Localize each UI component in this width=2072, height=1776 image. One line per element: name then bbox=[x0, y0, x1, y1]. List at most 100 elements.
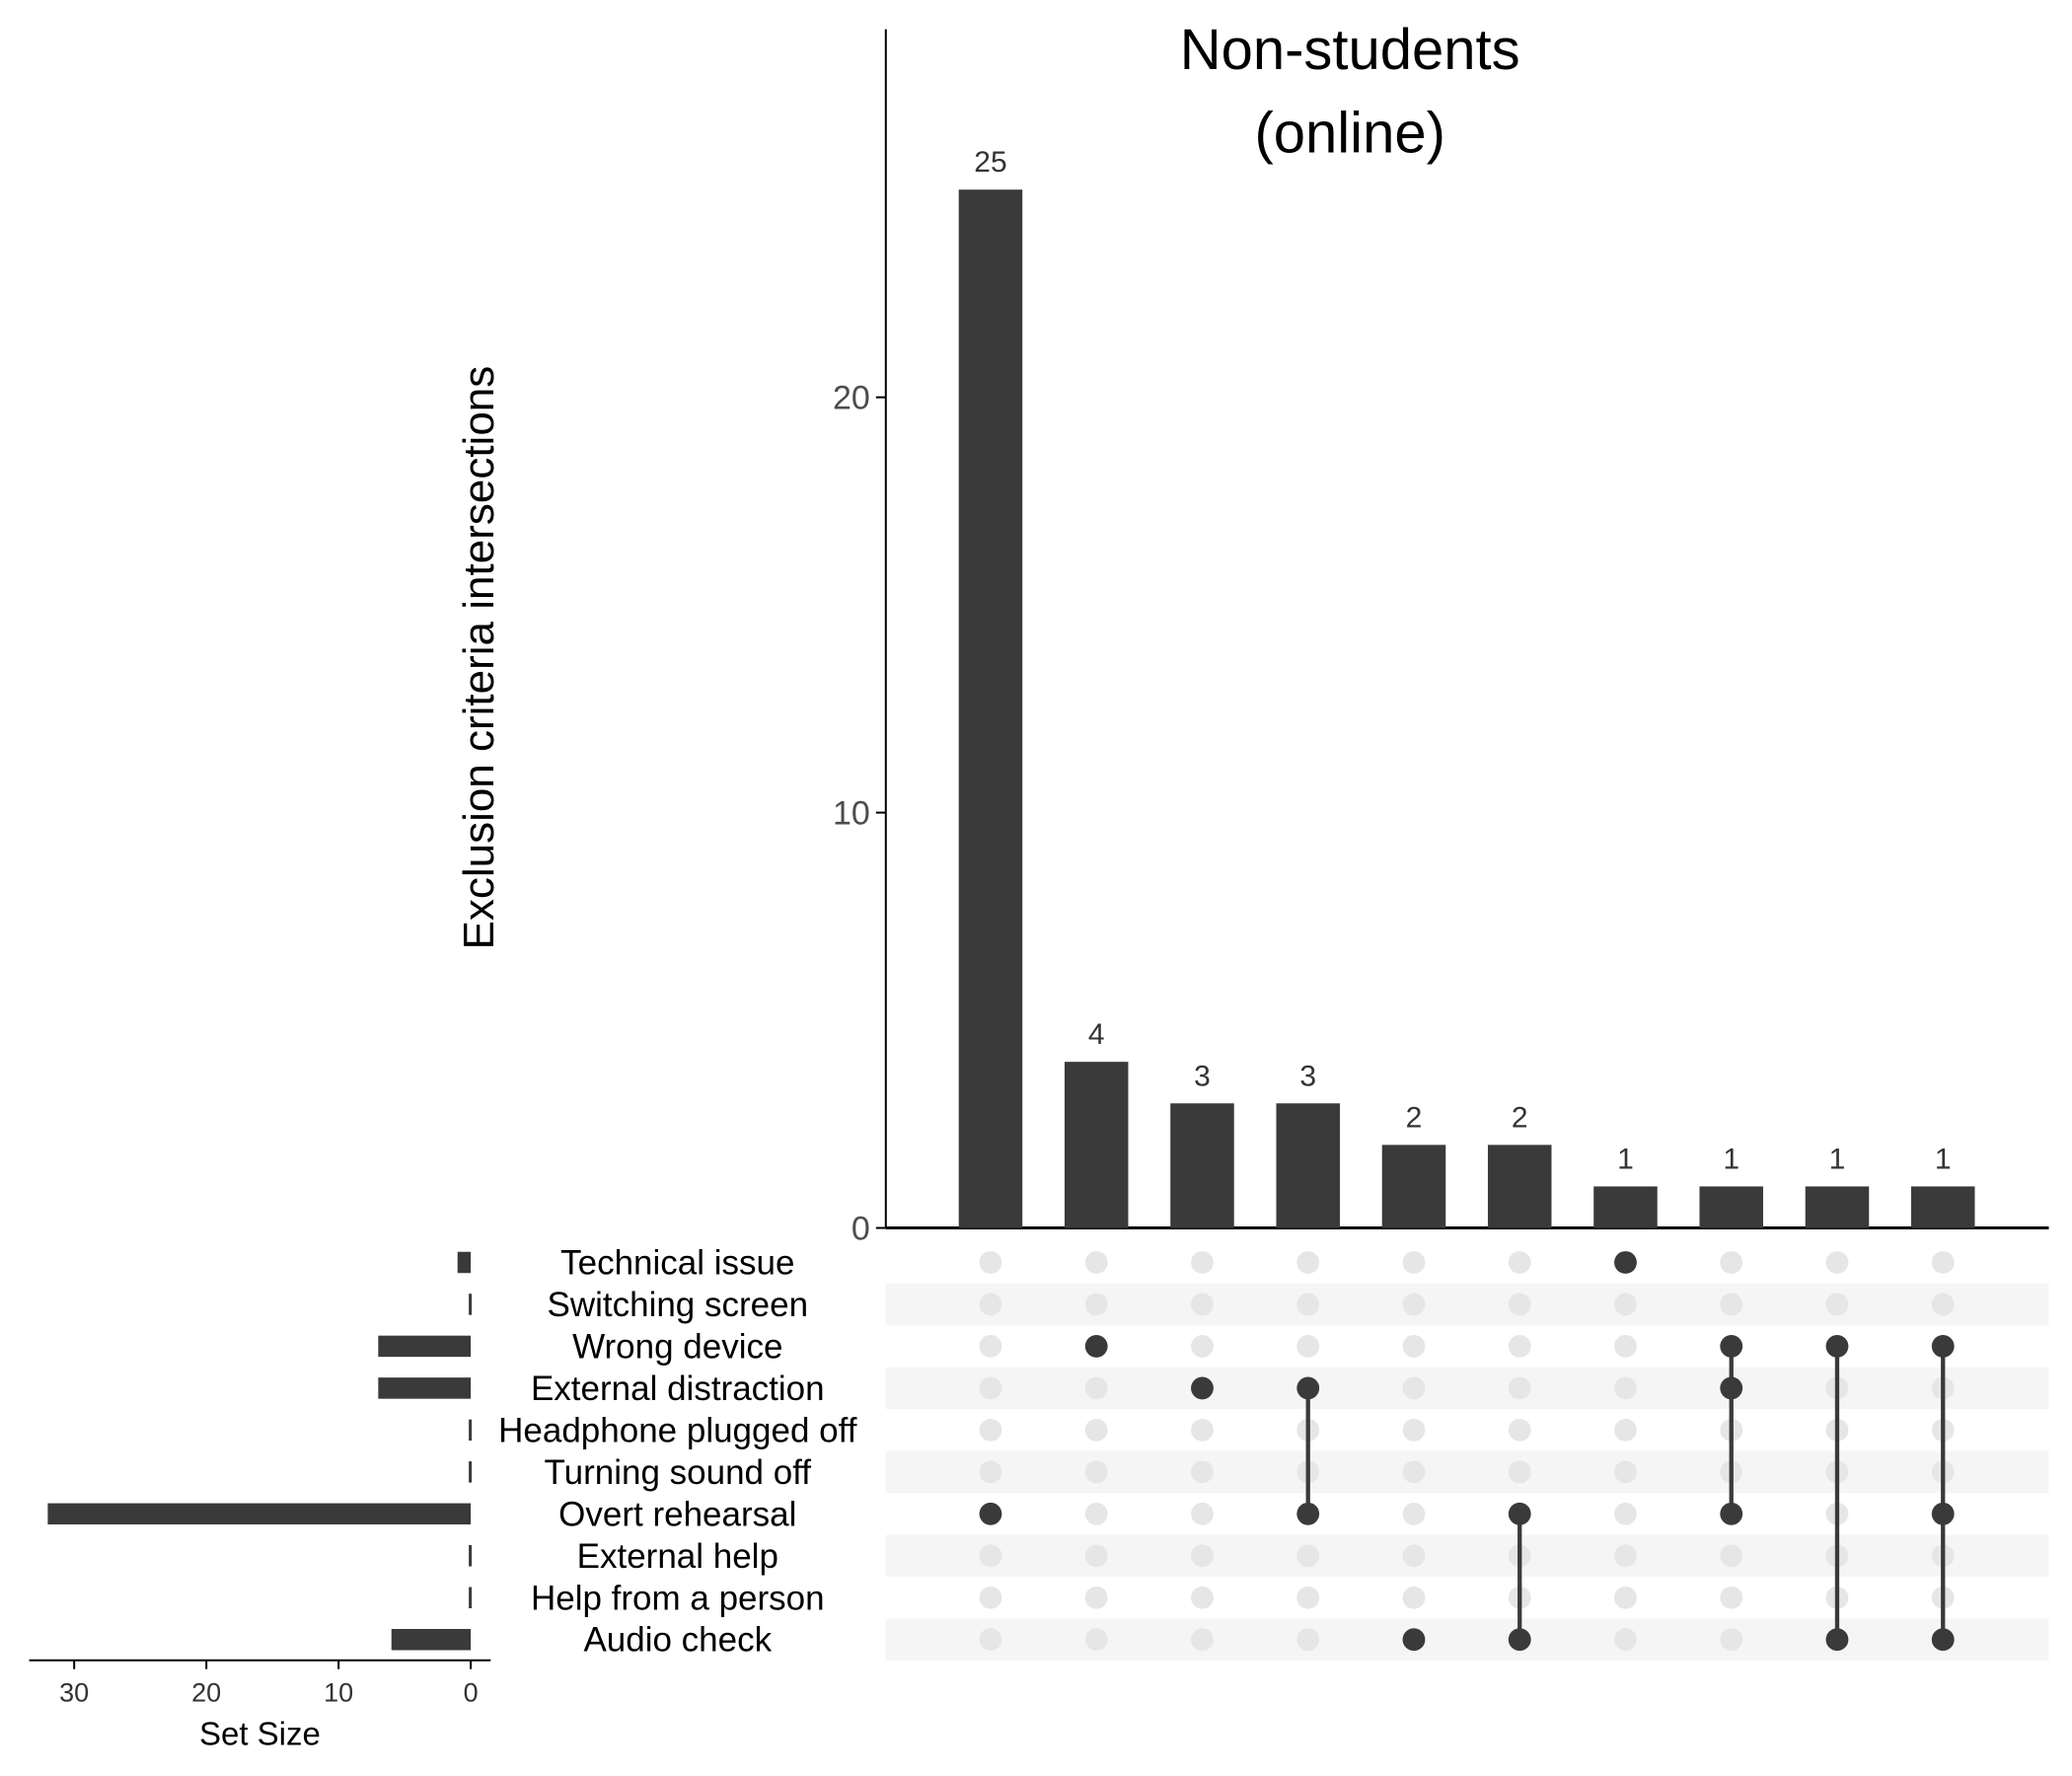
intersection-bar bbox=[1487, 1145, 1552, 1228]
matrix-dot-active bbox=[1296, 1376, 1320, 1400]
matrix-dot-active bbox=[1720, 1502, 1743, 1525]
matrix-dot-inactive bbox=[1720, 1293, 1743, 1316]
matrix-dot-inactive bbox=[1508, 1460, 1531, 1484]
matrix-dot-inactive bbox=[1084, 1293, 1108, 1316]
intersection-bar bbox=[1170, 1103, 1234, 1228]
set-name-label: Technical issue bbox=[560, 1243, 794, 1282]
y-tick-label: 10 bbox=[833, 795, 870, 833]
matrix-dot-inactive bbox=[1614, 1293, 1637, 1316]
set-size-axis-label: Set Size bbox=[199, 1716, 321, 1752]
matrix-dot-inactive bbox=[979, 1418, 1002, 1442]
matrix-dot-inactive bbox=[1402, 1418, 1426, 1442]
matrix-dot-inactive bbox=[1191, 1251, 1214, 1274]
intersection-value-label: 1 bbox=[1829, 1143, 1846, 1175]
matrix-dot-inactive bbox=[979, 1251, 1002, 1274]
set-size-bar bbox=[378, 1377, 472, 1399]
matrix-dot-inactive bbox=[979, 1460, 1002, 1484]
matrix-dot-inactive bbox=[1931, 1293, 1955, 1316]
matrix-dot-inactive bbox=[1614, 1460, 1637, 1484]
matrix-dot-inactive bbox=[1402, 1460, 1426, 1484]
matrix-dot-active bbox=[1508, 1628, 1531, 1652]
matrix-dot-active bbox=[1931, 1502, 1955, 1525]
matrix-dot-inactive bbox=[1084, 1418, 1108, 1442]
intersection-bar bbox=[1276, 1103, 1340, 1228]
matrix-dot-inactive bbox=[1296, 1293, 1320, 1316]
matrix-dot-inactive bbox=[1720, 1251, 1743, 1274]
matrix-row-stripe bbox=[885, 1618, 2049, 1661]
chart-title-line: Non-students bbox=[1180, 18, 1520, 82]
matrix-dot-active bbox=[979, 1502, 1002, 1525]
matrix-dot-inactive bbox=[1084, 1544, 1108, 1568]
intersection-bar bbox=[1064, 1062, 1129, 1228]
matrix-dot-active bbox=[1614, 1251, 1637, 1274]
matrix-dot-active bbox=[1931, 1335, 1955, 1358]
set-size-tick-label: 10 bbox=[324, 1678, 353, 1708]
intersection-bar bbox=[1699, 1186, 1763, 1228]
set-size-tick-label: 20 bbox=[191, 1678, 221, 1708]
matrix-dot-active bbox=[1720, 1376, 1743, 1400]
matrix-row-stripe bbox=[885, 1283, 2049, 1326]
intersection-value-label: 2 bbox=[1406, 1101, 1423, 1134]
matrix-dot-active bbox=[1402, 1628, 1426, 1652]
matrix-dot-inactive bbox=[1508, 1376, 1531, 1400]
matrix-dot-inactive bbox=[1296, 1544, 1320, 1568]
matrix-dot-inactive bbox=[1508, 1418, 1531, 1442]
set-name-label: Help from a person bbox=[531, 1579, 825, 1617]
set-size-bar bbox=[469, 1545, 473, 1567]
intersection-value-label: 1 bbox=[1617, 1143, 1634, 1175]
set-size-bar bbox=[469, 1461, 473, 1483]
matrix-dot-inactive bbox=[1508, 1251, 1531, 1274]
set-name-label: External distraction bbox=[531, 1369, 825, 1408]
matrix-dot-inactive bbox=[1614, 1376, 1637, 1400]
set-size-bar bbox=[469, 1419, 473, 1442]
matrix-dot-inactive bbox=[1402, 1251, 1426, 1274]
matrix-dot-inactive bbox=[1508, 1293, 1531, 1316]
matrix-dot-inactive bbox=[1614, 1335, 1637, 1358]
matrix-dot-inactive bbox=[1191, 1460, 1214, 1484]
y-axis-label: Exclusion criteria intersections bbox=[455, 366, 503, 950]
y-tick-label: 20 bbox=[833, 380, 870, 417]
matrix-dot-inactive bbox=[1084, 1586, 1108, 1609]
matrix-dot-active bbox=[1508, 1502, 1531, 1525]
matrix-dot-inactive bbox=[979, 1544, 1002, 1568]
intersection-bar bbox=[1910, 1186, 1975, 1228]
matrix-dot-inactive bbox=[1402, 1376, 1426, 1400]
matrix-row-stripe bbox=[885, 1450, 2049, 1494]
matrix-dot-inactive bbox=[1402, 1335, 1426, 1358]
matrix-dot-inactive bbox=[1825, 1293, 1849, 1316]
matrix-dot-inactive bbox=[1191, 1628, 1214, 1652]
set-name-label: Wrong device bbox=[572, 1327, 782, 1366]
matrix-dot-active bbox=[1191, 1376, 1214, 1400]
matrix-row-stripe bbox=[885, 1534, 2049, 1578]
set-name-label: External help bbox=[577, 1537, 778, 1576]
set-size-bar bbox=[469, 1294, 473, 1315]
matrix-dot-inactive bbox=[1614, 1628, 1637, 1652]
matrix-dot-inactive bbox=[1084, 1628, 1108, 1652]
set-name-label: Turning sound off bbox=[545, 1453, 812, 1492]
set-size-bar bbox=[391, 1628, 472, 1651]
set-name-label: Overt rehearsal bbox=[558, 1495, 796, 1533]
intersection-bar bbox=[1593, 1186, 1658, 1228]
matrix-dot-inactive bbox=[1720, 1586, 1743, 1609]
set-size-bar bbox=[469, 1587, 473, 1609]
set-name-label: Switching screen bbox=[547, 1286, 808, 1324]
matrix-dot-active bbox=[1825, 1628, 1849, 1652]
chart-title-line: (online) bbox=[1254, 102, 1444, 166]
set-size-tick-label: 30 bbox=[59, 1678, 89, 1708]
set-name-label: Headphone plugged off bbox=[498, 1411, 857, 1449]
intersection-value-label: 1 bbox=[1723, 1143, 1739, 1175]
intersection-value-label: 1 bbox=[1935, 1143, 1952, 1175]
set-size-bar bbox=[47, 1503, 472, 1525]
matrix-row-stripe bbox=[885, 1367, 2049, 1410]
matrix-dot-inactive bbox=[979, 1376, 1002, 1400]
matrix-dot-active bbox=[1825, 1335, 1849, 1358]
matrix-dot-inactive bbox=[1084, 1251, 1108, 1274]
y-tick-label: 0 bbox=[851, 1211, 870, 1248]
matrix-dot-inactive bbox=[1720, 1628, 1743, 1652]
set-size-bar bbox=[457, 1251, 472, 1274]
matrix-dot-inactive bbox=[1402, 1544, 1426, 1568]
matrix-dot-inactive bbox=[1296, 1251, 1320, 1274]
matrix-dot-inactive bbox=[1614, 1418, 1637, 1442]
